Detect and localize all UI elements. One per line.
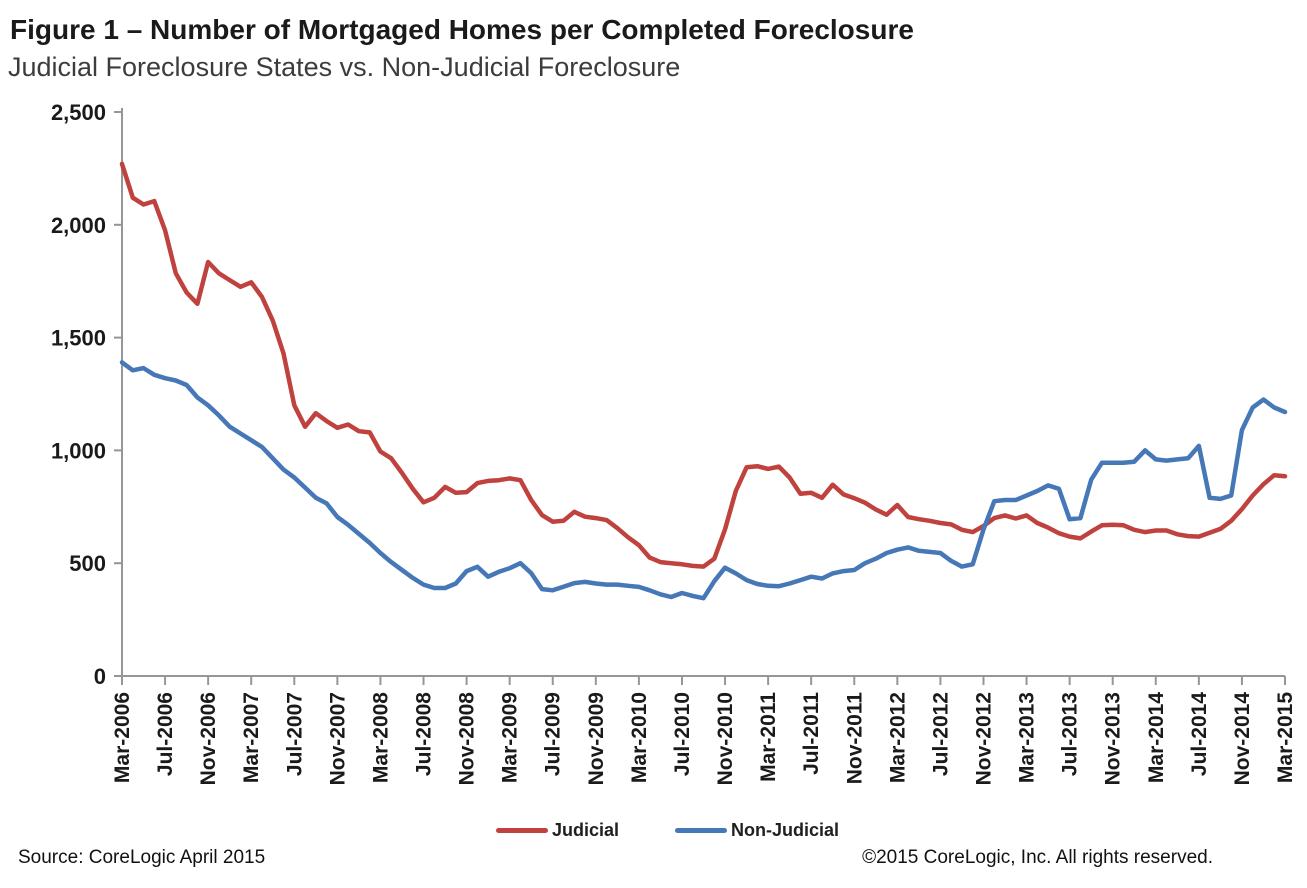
x-tick-label: Mar-2008	[369, 692, 392, 783]
x-tick-label: Mar-2010	[628, 692, 651, 783]
y-tick-label: 2,500	[51, 100, 106, 125]
x-tick-label: Nov-2009	[585, 692, 608, 785]
y-tick-label: 0	[94, 664, 106, 689]
x-tick-label: Jul-2006	[154, 692, 177, 776]
y-tick-label: 2,000	[51, 213, 106, 238]
x-tick-label: Nov-2006	[197, 692, 220, 785]
x-tick-label: Jul-2011	[800, 692, 823, 775]
x-tick-label: Jul-2014	[1188, 692, 1211, 776]
page-subtitle: Judicial Foreclosure States vs. Non-Judi…	[8, 52, 681, 82]
series-line-non-judicial	[119, 360, 1288, 601]
x-tick-label: Jul-2013	[1059, 692, 1082, 776]
y-tick-label: 1,000	[51, 438, 106, 463]
non-judicial-line-swatch	[675, 828, 728, 833]
x-tick-label: Nov-2010	[714, 692, 737, 785]
x-tick-label: Mar-2012	[886, 692, 909, 783]
chart-legend: Judicial Non-Judicial	[496, 820, 839, 841]
x-tick-label: Nov-2013	[1102, 692, 1125, 785]
x-tick-label: Mar-2013	[1016, 692, 1039, 783]
x-tick-label: Jul-2009	[542, 692, 565, 776]
x-tick-label: Jul-2008	[413, 692, 436, 776]
y-tick-label: 500	[69, 551, 106, 576]
x-tick-label: Mar-2006	[111, 692, 134, 783]
x-tick-label: Mar-2014	[1145, 692, 1168, 783]
x-tick-label: Mar-2007	[240, 692, 263, 783]
x-tick-label: Nov-2007	[326, 692, 349, 785]
x-tick-label: Nov-2008	[456, 692, 479, 786]
x-tick-label: Nov-2011	[843, 692, 866, 785]
page-title: Figure 1 – Number of Mortgaged Homes per…	[10, 14, 914, 45]
judicial-line-swatch	[496, 828, 548, 833]
x-tick-label: Jul-2010	[671, 692, 694, 776]
x-tick-label: Mar-2015	[1274, 692, 1297, 783]
copyright-notice: ©2015 CoreLogic, Inc. All rights reserve…	[862, 847, 1213, 868]
x-tick-label: Nov-2014	[1231, 692, 1254, 786]
series-line-judicial	[119, 161, 1288, 569]
legend-item-judicial: Judicial	[496, 820, 619, 841]
legend-label-judicial: Judicial	[552, 820, 620, 840]
legend-item-non-judicial: Non-Judicial	[675, 820, 839, 841]
x-tick-label: Mar-2011	[757, 692, 780, 782]
x-tick-label: Jul-2007	[283, 692, 306, 776]
x-tick-label: Mar-2009	[499, 692, 522, 783]
source-attribution: Source: CoreLogic April 2015	[18, 847, 266, 868]
y-tick-label: 1,500	[51, 326, 106, 351]
legend-label-non-judicial: Non-Judicial	[731, 820, 840, 840]
x-tick-label: Jul-2012	[929, 692, 952, 776]
x-tick-label: Nov-2012	[972, 692, 995, 785]
